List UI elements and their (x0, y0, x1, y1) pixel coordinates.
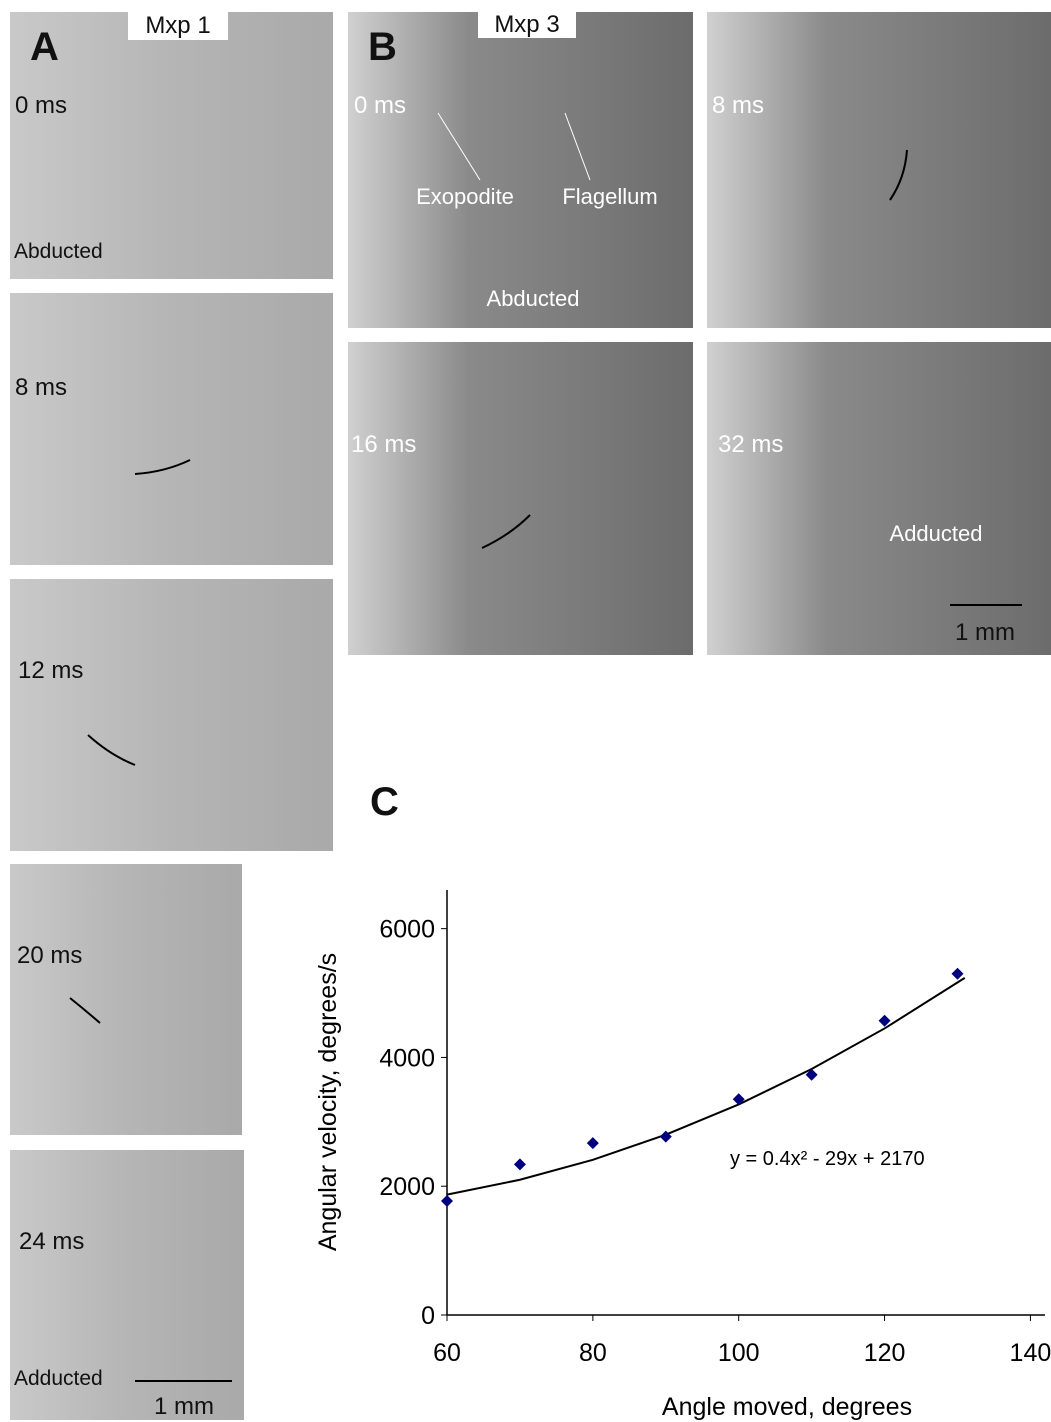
panel-title: Mxp 3 (494, 11, 559, 38)
x-tick-label: 100 (718, 1339, 760, 1367)
point (732, 1093, 745, 1106)
trendline (446, 977, 966, 1196)
point (805, 1068, 818, 1081)
frame-time: 12 ms (18, 657, 83, 684)
x-tick-label: 80 (579, 1339, 607, 1367)
title-box (128, 10, 228, 40)
point (659, 1130, 672, 1143)
arrow (134, 459, 191, 475)
scale-label: 1 mm (154, 1393, 214, 1420)
photo (10, 12, 333, 279)
frame-time: 32 ms (718, 431, 783, 458)
photo (707, 12, 1051, 328)
annotation: Flagellum (562, 184, 657, 209)
arrow (69, 997, 101, 1024)
title-box (478, 10, 576, 38)
chart: 0 2000 4000 6000 60 80 100 120 140 Angle moved, d… (314, 890, 1051, 1421)
x-tick-label: 140 (1010, 1339, 1051, 1367)
x-tick-label: 60 (433, 1339, 461, 1367)
arrow (889, 149, 908, 201)
state-label: Abducted (487, 286, 580, 311)
y-tick-label: 2000 (379, 1173, 435, 1201)
y-tick-label: 0 (421, 1302, 435, 1330)
panel-a: A Mxp 1 0 ms 8 ms 12 ms 20 ms 24 ms Abdu… (10, 10, 333, 1420)
point (441, 1195, 453, 1208)
y-axis-title: Angular velocity, degrees/s (314, 953, 342, 1251)
frame-time: 24 ms (19, 1228, 84, 1255)
point (951, 967, 964, 980)
arrow (481, 514, 531, 549)
photo (348, 12, 693, 328)
frame-time: 0 ms (354, 92, 406, 119)
panel-letter: A (30, 25, 59, 69)
x-tick-label: 120 (864, 1339, 906, 1367)
arrow (87, 734, 136, 766)
photo (10, 293, 333, 565)
panel-letter: B (368, 25, 397, 69)
state-label: Adducted (14, 1367, 103, 1390)
photo (10, 1150, 244, 1420)
panel-title: Mxp 1 (145, 12, 210, 39)
point (586, 1137, 599, 1150)
photo (707, 342, 1051, 655)
panel-letter: C (370, 780, 399, 824)
panel-b: B Mxp 3 0 ms 8 ms 16 ms 32 ms Exopodite … (348, 10, 1051, 655)
state-label: Adducted (890, 521, 983, 546)
x-axis-title: Angle moved, degrees (662, 1393, 912, 1421)
point (513, 1158, 526, 1171)
pointer (564, 112, 591, 181)
point (878, 1014, 891, 1027)
photo (10, 579, 333, 851)
frame-time: 20 ms (17, 942, 82, 969)
state-label: Abducted (14, 240, 103, 263)
annotation: y = 0.4x² - 29x + 2170 (730, 1148, 925, 1170)
frame-time: 0 ms (15, 92, 67, 119)
frame-time: 8 ms (15, 374, 67, 401)
y-tick-label: 4000 (379, 1044, 435, 1072)
pointer (437, 112, 481, 181)
scale-label: 1 mm (955, 619, 1015, 646)
annotation: Exopodite (416, 184, 514, 209)
frame-time: 8 ms (712, 92, 764, 119)
frame-time: 16 ms (351, 431, 416, 458)
photo (10, 864, 242, 1135)
y-tick-label: 6000 (379, 916, 435, 944)
photo (348, 342, 693, 655)
